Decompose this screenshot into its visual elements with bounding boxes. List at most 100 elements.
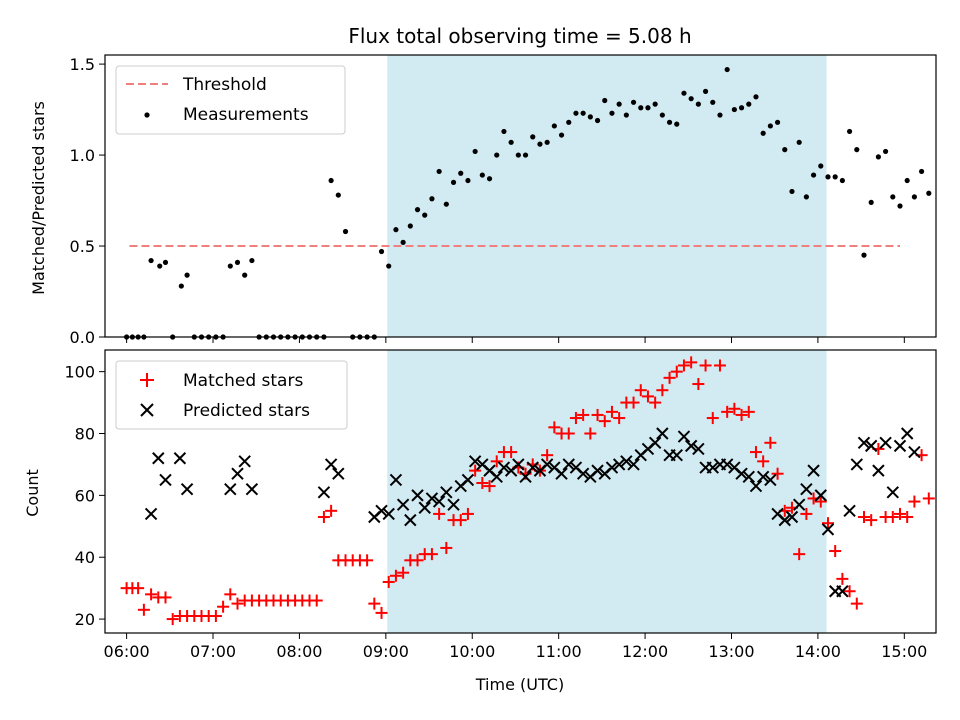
y-tick-label: 80 [75, 425, 95, 444]
measurement-point [854, 147, 860, 153]
predicted-star-point [821, 523, 835, 536]
predicted-star-point [375, 504, 388, 518]
predicted-star-point [807, 464, 820, 477]
predicted-star-point [627, 458, 640, 471]
matched-star-point [757, 455, 770, 468]
measurement-point [551, 123, 557, 129]
measurement-point [666, 119, 673, 125]
top-ylabel: Matched/Predicted stars [29, 101, 48, 295]
predicted-star-point [872, 464, 885, 477]
matched-star-point [541, 449, 554, 462]
matched-star-point [857, 511, 870, 524]
measurement-point [875, 154, 881, 160]
matched-star-point [562, 427, 575, 440]
matched-star-point [843, 585, 856, 598]
predicted-star-point [800, 482, 813, 496]
measurement-point [429, 196, 435, 202]
predicted-star-point [490, 470, 503, 484]
measurement-point [378, 248, 385, 255]
matched-star-point [577, 408, 590, 421]
y-tick-label: 1.0 [70, 146, 95, 165]
measurement-point [818, 163, 824, 169]
predicted-star-point [152, 452, 165, 465]
y-tick-label: 0.5 [70, 237, 95, 256]
matched-star-point [317, 511, 330, 524]
measurement-point [760, 130, 766, 136]
predicted-star-point [432, 495, 446, 508]
measurement-point [522, 152, 529, 158]
measurement-point [148, 257, 154, 264]
predicted-star-point [332, 467, 345, 480]
measurement-point [796, 139, 802, 145]
measurement-point [659, 112, 665, 118]
measurement-point [767, 123, 773, 129]
observing-window-bottom [387, 350, 827, 633]
y-tick-label: 100 [64, 363, 95, 382]
matched-star-point [886, 511, 899, 524]
predicted-star-point [324, 458, 338, 471]
predicted-star-point [418, 501, 431, 514]
predicted-star-point [317, 486, 331, 499]
matched-star-point [598, 415, 611, 428]
y-tick-label: 0.0 [70, 328, 95, 347]
y-tick-label: 1.5 [70, 55, 95, 74]
measurement-point [774, 119, 781, 125]
measurement-point [414, 207, 421, 213]
predicted-star-point [850, 458, 863, 471]
measurement-point [566, 119, 572, 125]
matched-star-point [483, 480, 496, 493]
bottom-axis-ticks: 06:00 07:00 08:00 09:00 10:00 11:00 12:00 13:00… [64, 363, 927, 661]
measurement-point [587, 114, 593, 120]
predicted-star-point [605, 461, 619, 474]
measurement-point [486, 176, 493, 182]
predicted-star-point [447, 498, 460, 511]
measurement-point [861, 252, 867, 258]
matched-star-point [224, 588, 237, 601]
matched-star-point [137, 603, 150, 616]
matched-star-point [800, 507, 813, 520]
measurement-point [501, 128, 507, 135]
predicted-star-point [670, 448, 683, 462]
matched-star-point [814, 495, 827, 508]
measurement-point [832, 174, 838, 180]
matched-stars-points [120, 356, 935, 626]
measurement-point [789, 188, 795, 195]
predicted-star-point [864, 439, 878, 453]
measurement-point [609, 110, 615, 116]
measurement-point [393, 227, 399, 233]
predicted-stars-points [144, 427, 921, 598]
matched-star-point [382, 575, 395, 588]
matched-star-point [641, 390, 654, 403]
predicted-star-point [468, 455, 482, 468]
matched-star-point [901, 511, 914, 524]
predicted-star-point [656, 427, 669, 440]
predicted-star-point [591, 464, 604, 477]
matched-star-point [692, 378, 705, 391]
predicted-star-point [173, 452, 187, 465]
measurement-point [458, 170, 464, 176]
predicted-star-point [692, 442, 705, 456]
x-tick-label: 15:00 [881, 642, 927, 661]
measurement-point [688, 96, 694, 102]
x-tick-label: 08:00 [276, 642, 322, 661]
chart-title: Flux total observing time = 5.08 h [348, 24, 691, 48]
measurement-point [472, 148, 478, 155]
bottom-legend: Matched stars Predicted stars [115, 360, 348, 430]
predicted-star-point [677, 430, 691, 443]
predicted-star-point [735, 467, 748, 480]
matched-star-point [368, 597, 381, 610]
matched-star-point [713, 359, 726, 372]
measurement-point [623, 112, 629, 118]
legend-measurement-label: Measurements [183, 105, 309, 125]
matched-star-point [505, 446, 518, 459]
predicted-star-point [540, 458, 554, 471]
legend-predicted-swatch [140, 403, 154, 417]
predicted-star-point [512, 458, 525, 471]
measurement-point [717, 112, 723, 118]
measurement-point [630, 99, 637, 105]
measurement-point [178, 283, 184, 289]
matched-star-point [310, 594, 323, 607]
legend-predicted-label: Predicted stars [183, 401, 310, 421]
x-tick-label: 14:00 [795, 642, 841, 661]
matched-star-point [908, 495, 921, 508]
